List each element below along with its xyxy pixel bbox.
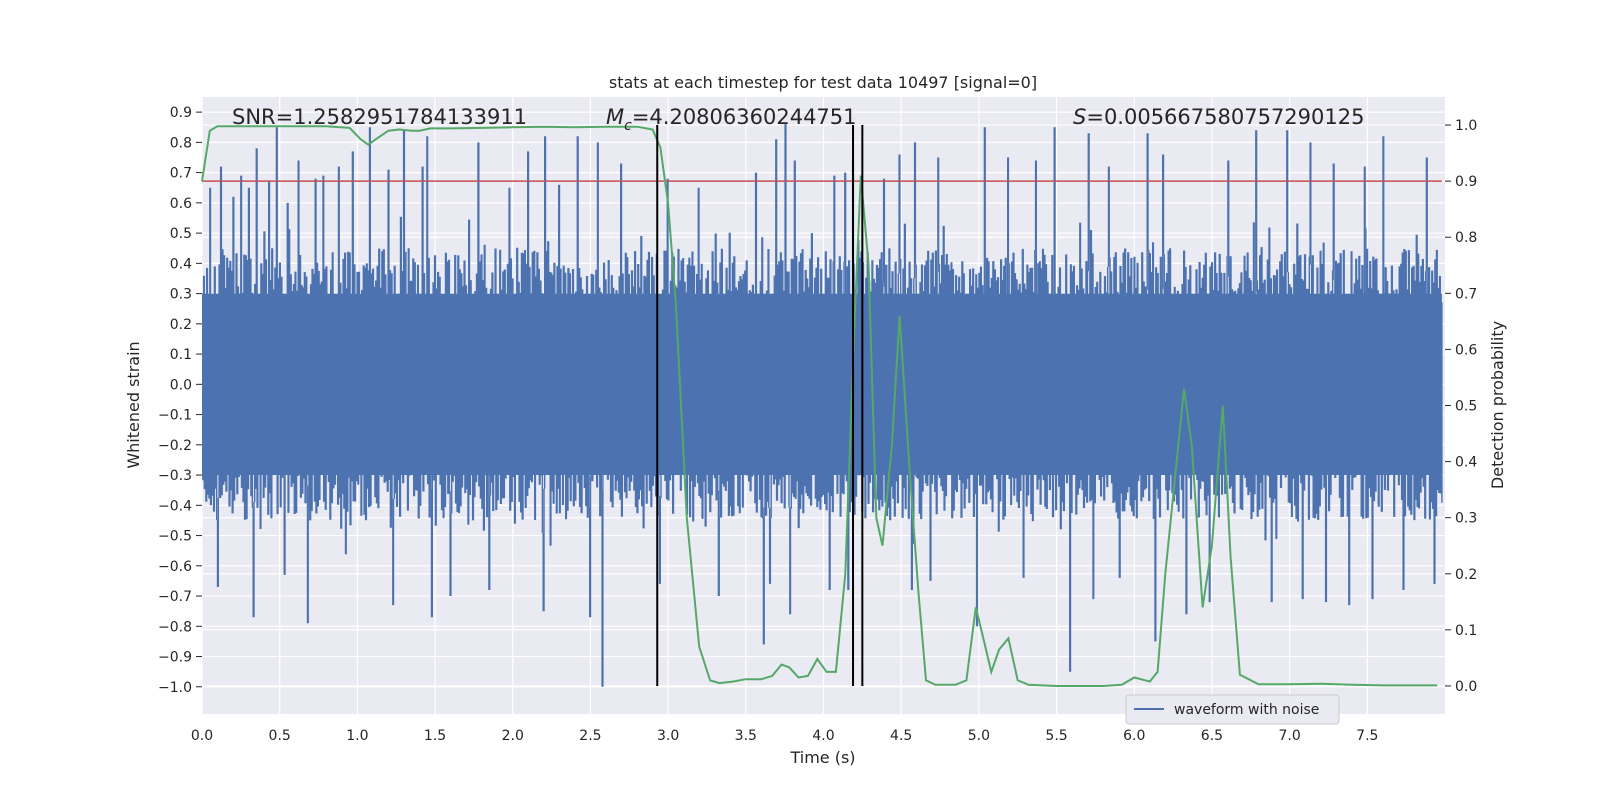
y-tick-label: −0.8	[158, 619, 192, 635]
y-tick-label: 0.6	[170, 196, 192, 212]
y-tick-label: 0.4	[170, 256, 192, 272]
y-tick-label: 0.0	[170, 377, 192, 393]
waveform-series	[202, 124, 1443, 687]
probability-line	[201, 125, 1438, 687]
x-tick-label: 0.0	[191, 728, 213, 744]
legend-label: waveform with noise	[1174, 702, 1319, 718]
mc-symbol: M	[606, 105, 624, 129]
y2-tick-label: 0.0	[1455, 679, 1477, 695]
y2-tick-label: 0.3	[1455, 511, 1477, 527]
y-tick-label: 0.7	[170, 166, 192, 182]
x-axis-ticks: 0.0 0.5 1.0 1.5 2.0 2.5 3.0 3.5 4.0 4.5 5.0 5.5 6.0 6…	[191, 728, 1379, 744]
y-tick-label: 0.8	[170, 135, 192, 151]
mc-value: =4.20806360244751	[632, 105, 857, 129]
y-tick-label: −0.4	[158, 498, 192, 514]
y2-axis-label: Detection probability	[1488, 321, 1507, 489]
x-tick-label: 7.5	[1356, 728, 1378, 744]
s-symbol: S	[1073, 105, 1086, 129]
y2-axis-ticks: 1.0 0.9 0.8 0.7 0.6 0.5 0.4 0.3 0.2 0.1 0.0	[1445, 118, 1477, 695]
y-tick-label: −0.6	[158, 559, 192, 575]
mc-annotation: Mc=4.20806360244751	[606, 105, 857, 134]
x-axis-label: Time (s)	[789, 748, 855, 767]
x-tick-label: 0.5	[269, 728, 291, 744]
x-tick-label: 6.5	[1201, 728, 1223, 744]
legend-box	[1125, 694, 1340, 725]
y-tick-label: 0.9	[170, 105, 192, 121]
x-tick-label: 5.5	[1045, 728, 1067, 744]
y-axis-ticks: 0.9 0.8 0.7 0.6 0.5 0.4 0.3 0.2 0.1 0.0 −0.1 −0.2 −0…	[158, 105, 202, 696]
x-tick-label: 4.0	[812, 728, 834, 744]
y2-tick-label: 0.4	[1455, 455, 1477, 471]
y2-tick-label: 0.1	[1455, 623, 1477, 639]
y-tick-label: 0.3	[170, 287, 192, 303]
y-tick-label: −0.2	[158, 438, 192, 454]
x-tick-label: 7.0	[1278, 728, 1300, 744]
y-tick-label: 0.5	[170, 226, 192, 242]
s-annotation: S=0.005667580757290125	[1073, 105, 1364, 129]
y2-tick-label: 0.7	[1455, 286, 1477, 302]
y-tick-label: −0.9	[158, 650, 192, 666]
y-tick-label: −0.7	[158, 589, 192, 605]
mc-subscript: c	[624, 118, 632, 134]
x-tick-label: 2.0	[502, 728, 524, 744]
detection-probability-series	[201, 125, 1438, 687]
x-tick-label: 1.0	[346, 728, 368, 744]
snr-annotation: SNR=1.2582951784133911	[232, 105, 527, 129]
y-tick-label: 0.1	[170, 347, 192, 363]
y2-tick-label: 0.6	[1455, 342, 1477, 358]
x-tick-label: 2.5	[579, 728, 601, 744]
y-axis-label: Whitened strain	[124, 341, 143, 468]
x-tick-label: 3.5	[735, 728, 757, 744]
x-tick-label: 5.0	[968, 728, 990, 744]
y2-tick-label: 0.9	[1455, 174, 1477, 190]
y2-tick-label: 0.5	[1455, 399, 1477, 415]
y-tick-label: −0.3	[158, 468, 192, 484]
x-tick-label: 1.5	[424, 728, 446, 744]
y-tick-label: −0.5	[158, 529, 192, 545]
y2-tick-label: 0.2	[1455, 567, 1477, 583]
x-tick-label: 6.0	[1123, 728, 1145, 744]
x-tick-label: 3.0	[657, 728, 679, 744]
x-tick-label: 4.5	[890, 728, 912, 744]
y-tick-label: −1.0	[158, 680, 192, 696]
y2-tick-label: 0.8	[1455, 230, 1477, 246]
waveform-line	[202, 124, 1443, 687]
y-tick-label: −0.1	[158, 408, 192, 424]
chart-title: stats at each timestep for test data 104…	[609, 73, 1037, 92]
s-value: =0.005667580757290125	[1086, 105, 1364, 129]
vertical-markers	[656, 125, 864, 686]
legend: waveform with noise	[1125, 694, 1340, 725]
y-tick-label: 0.2	[170, 317, 192, 333]
y2-tick-label: 1.0	[1455, 118, 1477, 134]
